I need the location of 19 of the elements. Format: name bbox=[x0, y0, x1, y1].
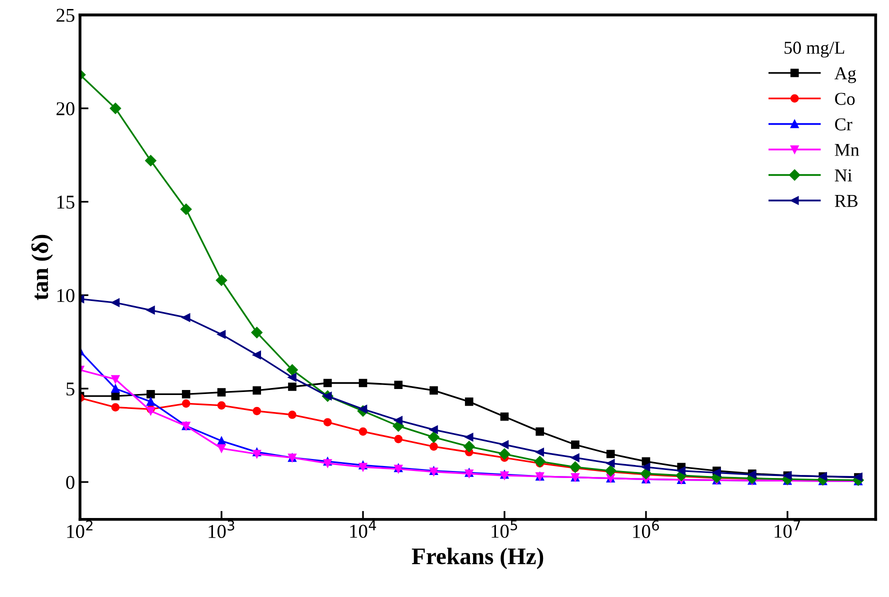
x-axis-title: Frekans (Hz) bbox=[412, 548, 544, 570]
legend-title: 50 mg/L bbox=[784, 42, 844, 58]
y-tick-label: 20 bbox=[56, 102, 74, 116]
x-tick-label: 10$^{6}$ bbox=[633, 520, 659, 538]
x-tick-label: 10$^{4}$ bbox=[350, 520, 376, 538]
legend-label: Ni bbox=[834, 169, 852, 182]
x-tick-label: 10$^{3}$ bbox=[208, 520, 234, 538]
legend-label: RB bbox=[834, 195, 858, 207]
y-tick-label: 25 bbox=[56, 8, 74, 22]
y-tick-label: 15 bbox=[57, 196, 74, 209]
y-axis-title: tan (δ) bbox=[31, 234, 53, 300]
x-tick-label: 10$^{2}$ bbox=[67, 520, 92, 538]
legend-label: Cr bbox=[835, 118, 852, 130]
legend-label: Co bbox=[835, 92, 855, 105]
legend-label: Mn bbox=[834, 144, 860, 156]
legend-label: Ag bbox=[834, 67, 856, 84]
y-tick-label: 10 bbox=[57, 289, 74, 302]
y-tick-label: 0 bbox=[66, 476, 74, 489]
y-tick-label: 5 bbox=[66, 382, 74, 396]
